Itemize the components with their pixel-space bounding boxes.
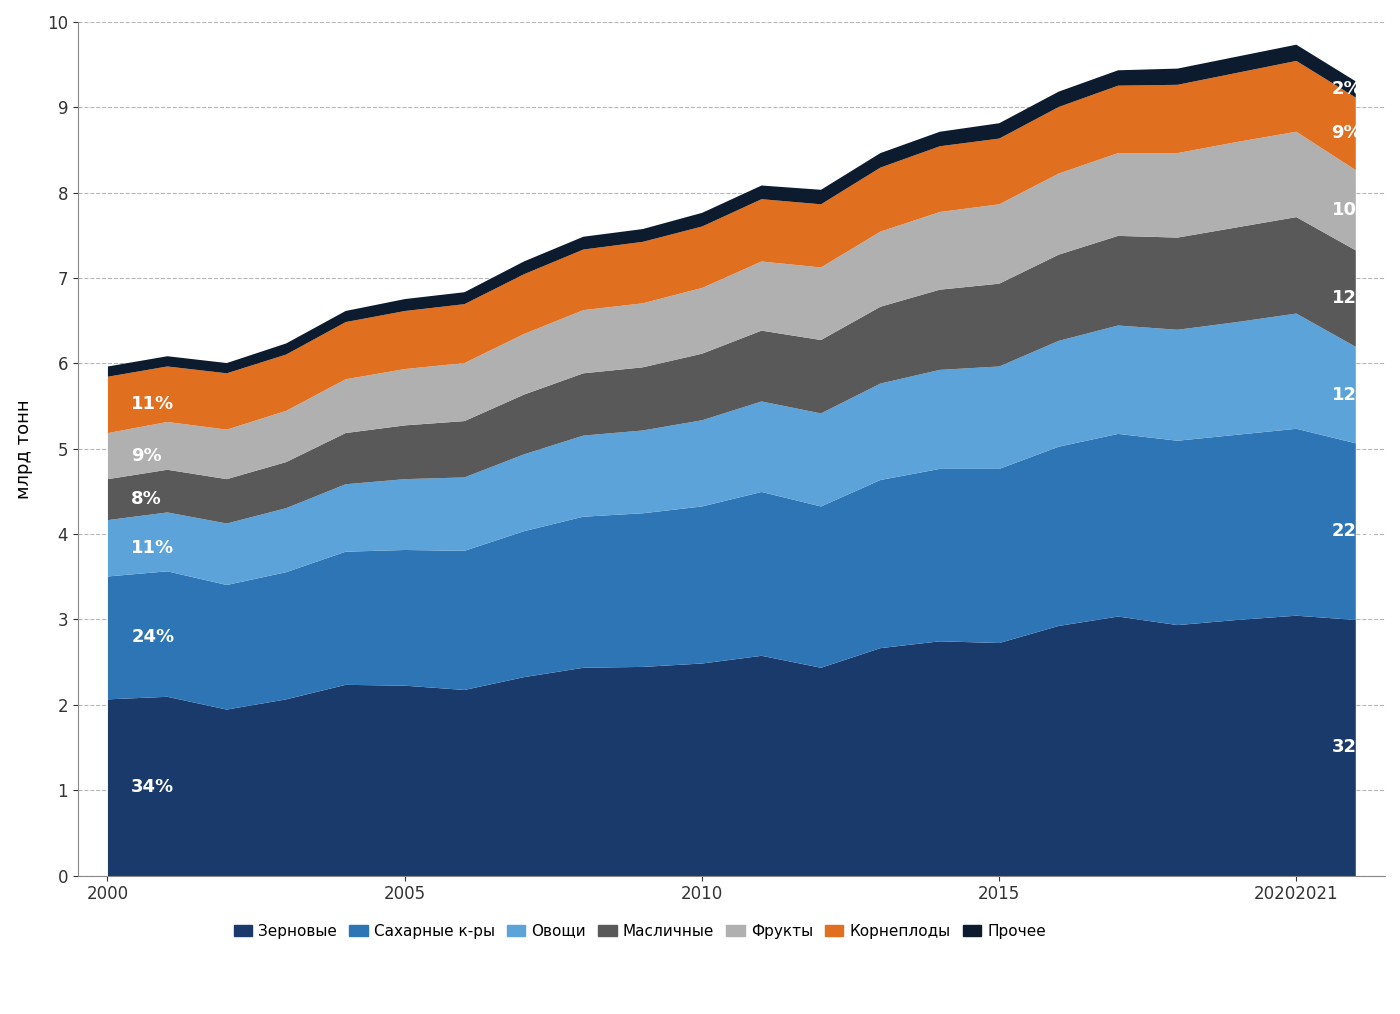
Text: 2%: 2% <box>1331 80 1362 98</box>
Legend: Зерновые, Сахарные к-ры, Овощи, Масличные, Фрукты, Корнеплоды, Прочее: Зерновые, Сахарные к-ры, Овощи, Масличны… <box>228 918 1053 945</box>
Text: 9%: 9% <box>132 446 162 464</box>
Y-axis label: млрд тонн: млрд тонн <box>15 399 34 499</box>
Text: 12%: 12% <box>1331 289 1375 307</box>
Text: 11%: 11% <box>132 395 175 414</box>
Text: 8%: 8% <box>132 490 162 508</box>
Text: 10%: 10% <box>1331 201 1375 219</box>
Text: 34%: 34% <box>132 778 175 796</box>
Text: 32%: 32% <box>1331 738 1375 756</box>
Text: 22%: 22% <box>1331 522 1375 540</box>
Text: 12%: 12% <box>1331 385 1375 404</box>
Text: 24%: 24% <box>132 629 175 646</box>
Text: 11%: 11% <box>132 538 175 557</box>
Text: 9%: 9% <box>1331 125 1362 142</box>
